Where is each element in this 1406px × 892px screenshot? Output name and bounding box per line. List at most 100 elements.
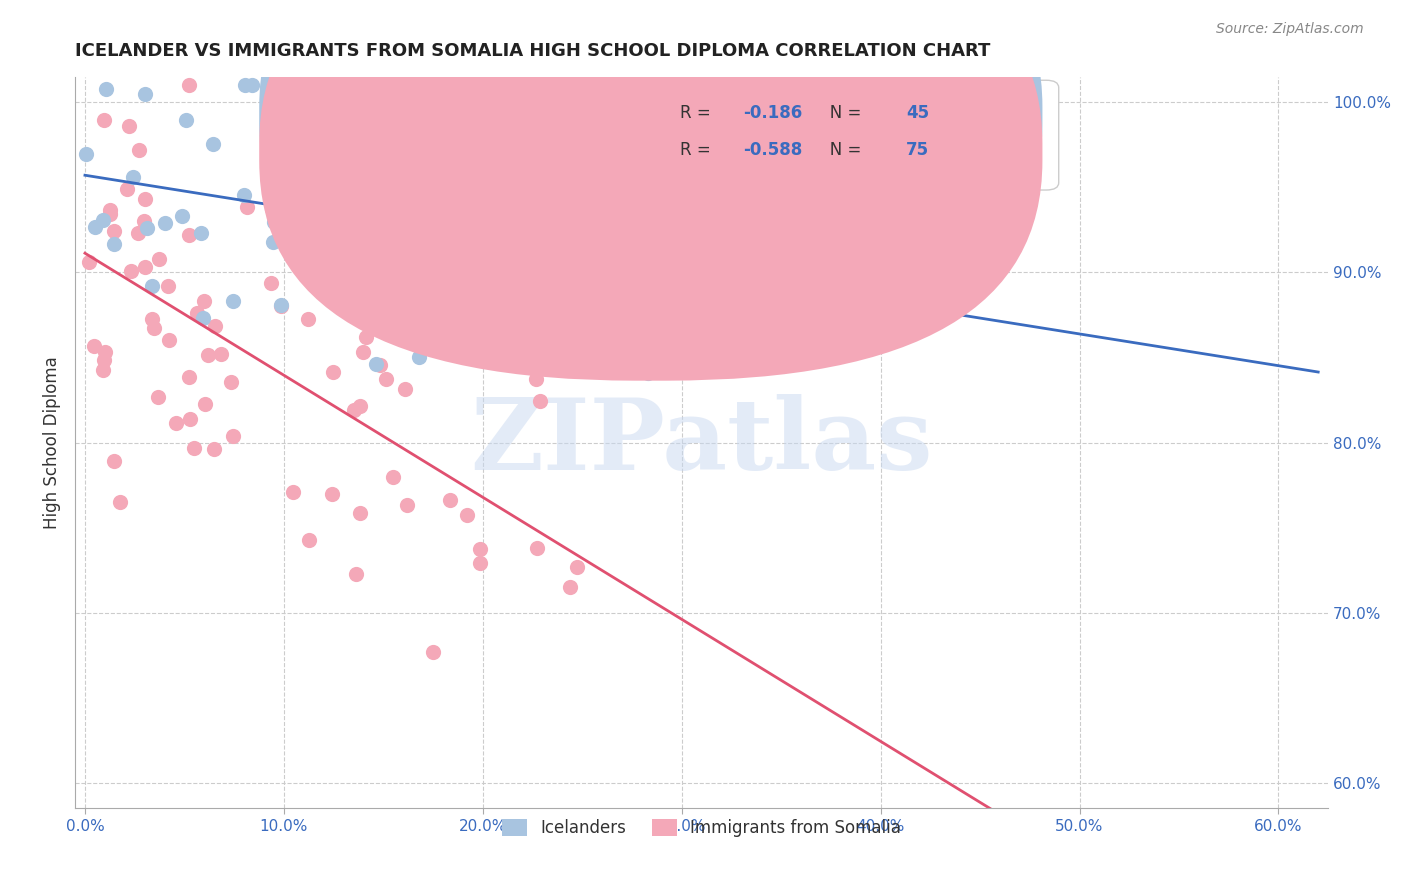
Point bbox=[298, 82, 321, 96]
Point bbox=[567, 560, 589, 574]
Point bbox=[148, 252, 170, 267]
FancyBboxPatch shape bbox=[259, 0, 1042, 381]
Point bbox=[342, 156, 364, 170]
Point bbox=[83, 339, 105, 353]
Point bbox=[330, 191, 353, 205]
Point bbox=[183, 442, 205, 456]
Point bbox=[396, 498, 419, 512]
Point bbox=[118, 119, 141, 133]
Point bbox=[191, 311, 214, 326]
Point bbox=[270, 299, 292, 313]
Point bbox=[179, 370, 201, 384]
Point bbox=[302, 269, 325, 284]
Point bbox=[408, 350, 430, 364]
Text: N =: N = bbox=[814, 141, 868, 159]
Point bbox=[94, 82, 117, 96]
Point bbox=[132, 213, 155, 227]
FancyBboxPatch shape bbox=[607, 80, 1059, 190]
Point bbox=[103, 454, 125, 468]
Point bbox=[637, 366, 659, 380]
Point bbox=[209, 346, 232, 360]
Point bbox=[170, 209, 193, 223]
Point bbox=[193, 397, 215, 411]
Point bbox=[582, 195, 605, 210]
Point bbox=[484, 112, 506, 127]
Point bbox=[202, 136, 225, 151]
Point bbox=[439, 493, 461, 508]
Point bbox=[79, 255, 101, 269]
Point bbox=[197, 348, 219, 362]
Point bbox=[270, 298, 292, 312]
Point bbox=[322, 161, 344, 175]
Text: Source: ZipAtlas.com: Source: ZipAtlas.com bbox=[1216, 22, 1364, 37]
Point bbox=[377, 224, 399, 238]
Point bbox=[627, 296, 650, 310]
Point bbox=[75, 147, 97, 161]
Text: 45: 45 bbox=[905, 104, 929, 122]
Point bbox=[526, 541, 548, 556]
Point bbox=[93, 353, 115, 368]
Point bbox=[83, 220, 105, 235]
Text: N =: N = bbox=[814, 104, 868, 122]
Point bbox=[136, 221, 159, 235]
Point bbox=[475, 201, 498, 215]
Text: -0.588: -0.588 bbox=[742, 141, 803, 159]
Point bbox=[344, 293, 367, 307]
Point bbox=[333, 204, 356, 219]
Point bbox=[349, 506, 371, 520]
Point bbox=[179, 412, 201, 426]
Point bbox=[117, 182, 139, 196]
Point bbox=[422, 645, 444, 659]
Point bbox=[157, 333, 180, 347]
Text: -0.186: -0.186 bbox=[742, 104, 803, 122]
Point bbox=[321, 486, 343, 500]
Point bbox=[526, 372, 548, 386]
Point bbox=[108, 494, 131, 508]
Point bbox=[343, 402, 366, 417]
Point bbox=[298, 533, 321, 547]
Point bbox=[204, 319, 226, 334]
Point bbox=[91, 213, 114, 227]
Point bbox=[396, 327, 419, 342]
Point bbox=[263, 215, 285, 229]
Point bbox=[146, 390, 169, 404]
Point bbox=[94, 345, 117, 359]
FancyBboxPatch shape bbox=[259, 0, 1042, 344]
Point bbox=[470, 541, 492, 556]
Point bbox=[489, 196, 512, 211]
Point bbox=[381, 470, 404, 484]
Point bbox=[186, 306, 208, 320]
Point bbox=[262, 235, 284, 250]
Point bbox=[654, 301, 676, 315]
Point bbox=[91, 363, 114, 377]
Point bbox=[281, 484, 304, 499]
Point bbox=[222, 429, 245, 443]
Point bbox=[103, 237, 125, 252]
Point bbox=[344, 567, 367, 582]
Point bbox=[98, 202, 121, 217]
Point bbox=[240, 78, 263, 92]
Point bbox=[322, 365, 344, 379]
Point bbox=[353, 175, 375, 189]
Point bbox=[134, 260, 156, 274]
Point bbox=[513, 810, 536, 824]
Point bbox=[232, 187, 254, 202]
Point bbox=[174, 112, 197, 127]
Point bbox=[120, 264, 142, 278]
Point bbox=[190, 226, 212, 240]
Point bbox=[394, 382, 416, 396]
Point bbox=[433, 262, 456, 277]
Point bbox=[366, 357, 388, 371]
Point bbox=[236, 200, 259, 214]
Point bbox=[141, 311, 163, 326]
Point bbox=[202, 442, 225, 457]
Point bbox=[134, 192, 156, 206]
Point bbox=[141, 279, 163, 293]
Point bbox=[155, 216, 177, 230]
Point bbox=[278, 237, 301, 252]
Point bbox=[468, 556, 491, 570]
Point bbox=[193, 294, 215, 309]
Point bbox=[297, 312, 319, 326]
Text: R =: R = bbox=[681, 141, 721, 159]
Point bbox=[179, 227, 201, 242]
